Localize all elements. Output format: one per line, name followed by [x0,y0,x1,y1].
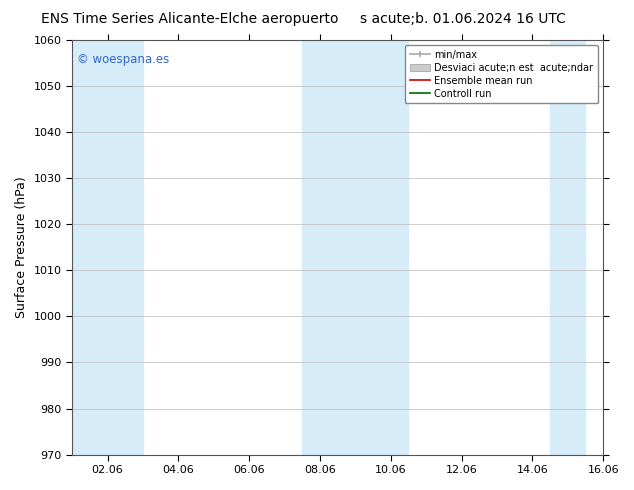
Legend: min/max, Desviaci acute;n est  acute;ndar, Ensemble mean run, Controll run: min/max, Desviaci acute;n est acute;ndar… [405,45,598,103]
Y-axis label: Surface Pressure (hPa): Surface Pressure (hPa) [15,176,28,318]
Text: © woespana.es: © woespana.es [77,52,170,66]
Bar [72,40,143,455]
Bar [550,40,585,455]
Bar [302,40,355,455]
Text: s acute;b. 01.06.2024 16 UTC: s acute;b. 01.06.2024 16 UTC [360,12,566,26]
Text: ENS Time Series Alicante-Elche aeropuerto: ENS Time Series Alicante-Elche aeropuert… [41,12,339,26]
Bar [355,40,408,455]
